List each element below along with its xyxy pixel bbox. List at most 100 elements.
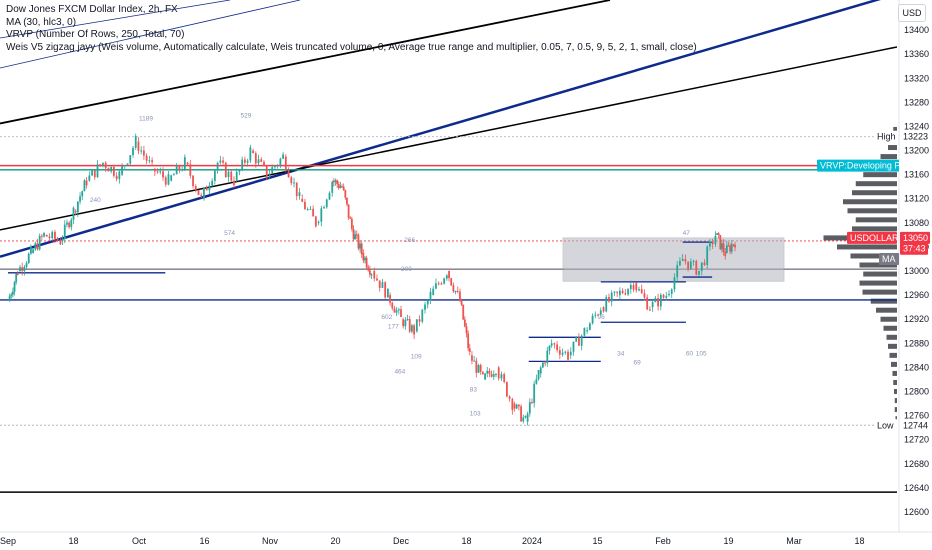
candle-body	[546, 350, 549, 364]
price-axis-tick-label: 13200	[904, 146, 929, 156]
candle-body	[479, 365, 482, 372]
candle-body	[725, 245, 728, 253]
candle-body	[233, 180, 235, 186]
candle-body	[284, 156, 287, 171]
volume-profile-bar	[863, 271, 897, 277]
candle-body	[673, 277, 676, 290]
price-axis-tick-label: 13120	[904, 194, 929, 204]
candle-body	[367, 267, 370, 271]
legend-ma[interactable]: MA (30, hlc3, 0)	[6, 16, 77, 28]
badge-symbol-text: USDOLLAR	[850, 233, 899, 243]
candle-body	[393, 308, 396, 313]
candle-body	[408, 319, 411, 332]
candle-body	[51, 231, 54, 239]
candle-body	[548, 345, 551, 351]
candle-body	[224, 162, 227, 178]
candle-body	[344, 190, 347, 198]
candle-body	[454, 290, 457, 292]
badge-high-value	[900, 130, 930, 143]
volume-profile-bar	[880, 154, 897, 160]
candle-body	[610, 292, 613, 302]
candle-body	[734, 244, 736, 248]
legend-vrvp[interactable]: VRVP (Number Of Rows, 250, Total, 70)	[6, 29, 185, 40]
time-axis-tick-label: 19	[723, 536, 733, 546]
candle-body	[435, 283, 437, 289]
candle-body	[263, 161, 265, 166]
candle-body	[56, 238, 59, 241]
time-axis-tick-label: Oct	[132, 536, 147, 546]
candle-body	[522, 417, 525, 422]
candle-body	[129, 155, 132, 164]
volume-profile-bar	[888, 145, 897, 151]
candle-body	[668, 293, 670, 296]
candle-body	[608, 297, 610, 302]
candle-body	[687, 261, 690, 269]
candle-body	[727, 245, 730, 247]
candle-body	[151, 160, 153, 163]
candle-body	[354, 234, 357, 240]
candle-body	[156, 171, 159, 173]
candle-body	[99, 164, 102, 166]
badge-high-label-text: High	[877, 132, 896, 142]
candle-body	[640, 289, 643, 294]
candle-body	[578, 337, 580, 346]
candle-body	[591, 315, 594, 324]
candle-body	[36, 243, 39, 250]
time-axis-tick-label: Feb	[655, 536, 671, 546]
zigzag-volume-label: 574	[224, 230, 235, 237]
candles	[8, 133, 736, 426]
candle-body	[203, 187, 205, 199]
candle-body	[717, 233, 720, 236]
candle-body	[222, 160, 224, 163]
candle-body	[597, 314, 599, 316]
price-axis-tick-label: 12600	[904, 507, 929, 517]
price-axis-tick-label: 13080	[904, 218, 929, 228]
candle-body	[350, 218, 353, 229]
candle-body	[312, 208, 315, 217]
candle-body	[462, 304, 465, 320]
volume-profile-bar	[855, 181, 897, 187]
candle-body	[91, 170, 93, 176]
candle-body	[301, 198, 304, 202]
volume-profile-bar	[888, 343, 897, 349]
candle-body	[513, 403, 516, 409]
volume-profile-bar	[895, 416, 897, 422]
volume-profile-bar	[852, 190, 897, 196]
candle-body	[208, 185, 211, 191]
candle-body	[649, 309, 651, 311]
candle-body	[475, 360, 478, 373]
candle-body	[79, 196, 81, 202]
candle-body	[676, 265, 679, 278]
candle-body	[426, 300, 429, 305]
candle-body	[602, 307, 605, 312]
candle-body	[43, 232, 45, 237]
candle-body	[456, 290, 459, 292]
candle-body	[189, 164, 192, 176]
currency-button[interactable]: USD	[898, 4, 926, 22]
candle-body	[40, 235, 43, 237]
candle-body	[252, 150, 254, 154]
time-axis-tick-label: 18	[854, 536, 864, 546]
candle-body	[349, 217, 352, 219]
candle-body	[586, 330, 589, 332]
candle-body	[706, 246, 709, 265]
candle-body	[287, 170, 290, 178]
chart-legend: Dow Jones FXCM Dollar Index, 2h, FX MA (…	[6, 4, 697, 54]
candle-body	[709, 241, 711, 247]
time-axis-tick-label: 18	[461, 536, 471, 546]
zigzag-volume-label: 1189	[139, 115, 153, 122]
candle-body	[115, 175, 118, 180]
candle-body	[465, 326, 468, 334]
volume-profile-bar	[862, 289, 897, 295]
zigzag-volume-label: 96	[598, 314, 606, 321]
candle-body	[25, 263, 28, 268]
candle-body	[293, 182, 295, 184]
candle-body	[347, 204, 350, 218]
candle-body	[732, 244, 735, 246]
time-axis-tick-label: 16	[199, 536, 209, 546]
legend-weis[interactable]: Weis V5 zigzag jayy (Weis volume, Automa…	[6, 41, 697, 53]
candle-body	[254, 153, 257, 164]
candle-body	[524, 416, 527, 418]
price-axis-tick-label: 12880	[904, 338, 929, 348]
